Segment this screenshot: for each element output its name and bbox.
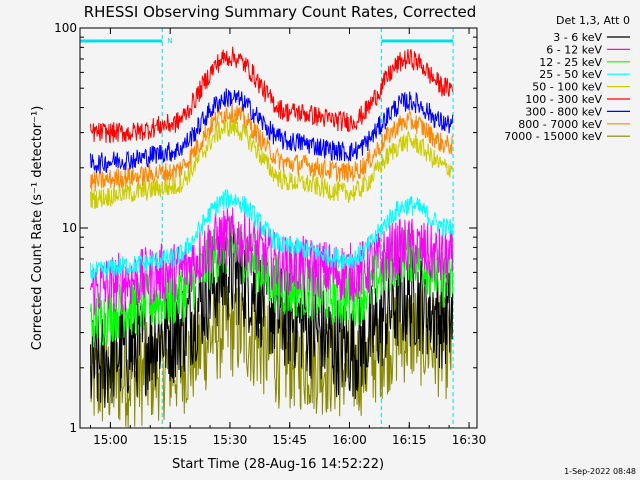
x-axis-label: Start Time (28-Aug-16 14:52:22) [172, 457, 384, 472]
axes: 15:00 15:15 15:30 15:45 16:00 16:15 16:30 1 10 10… [54, 21, 486, 447]
legend-label: 100 - 300 keV [525, 93, 602, 106]
legend-label: 25 - 50 keV [539, 68, 602, 81]
y-axis-label: Corrected Count Rate (s⁻¹ detector⁻¹) [30, 106, 45, 351]
footer-timestamp: 1-Sep-2022 08:48 [564, 467, 636, 476]
series-line [90, 101, 454, 192]
y-tick-label: 10 [62, 221, 77, 235]
legend-label: 3 - 6 keV [553, 31, 602, 44]
x-tick-label: 15:00 [93, 433, 128, 447]
plot-area: N [80, 28, 454, 428]
legend-title: Det 1,3, Att 0 [556, 14, 630, 27]
y-tick-label: 100 [54, 21, 77, 35]
x-tick-label: 15:30 [213, 433, 248, 447]
series-line [90, 189, 454, 283]
legend-label: 6 - 12 keV [546, 43, 602, 56]
annotation-label: N [167, 37, 172, 45]
chart-title: RHESSI Observing Summary Count Rates, Co… [84, 3, 477, 21]
series-line [90, 88, 454, 174]
x-tick-label: 16:30 [452, 433, 487, 447]
x-tick-label: 16:15 [392, 433, 427, 447]
legend-label: 800 - 7000 keV [518, 118, 602, 131]
y-tick-label: 1 [69, 421, 77, 435]
x-tick-label: 15:15 [153, 433, 188, 447]
x-tick-label: 16:00 [332, 433, 367, 447]
series-line [90, 207, 454, 316]
legend-label: 300 - 800 keV [525, 105, 602, 118]
series-line [90, 117, 454, 210]
legend-label: 7000 - 15000 keV [504, 130, 602, 143]
legend-label: 50 - 100 keV [532, 81, 602, 94]
x-tick-label: 15:45 [272, 433, 307, 447]
series-line [90, 46, 454, 144]
legend-label: 12 - 25 keV [539, 56, 602, 69]
